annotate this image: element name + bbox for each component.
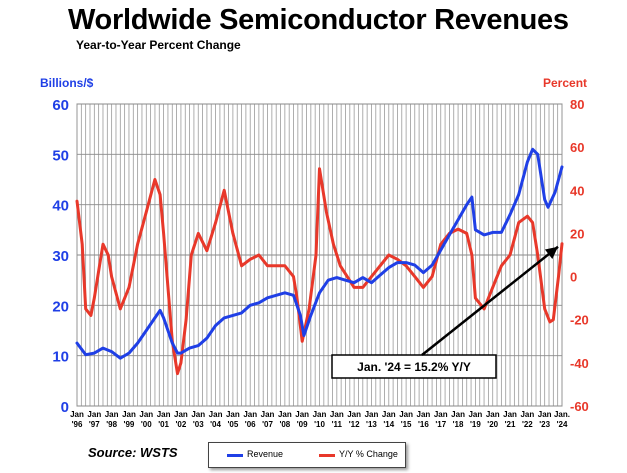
x-tick-label: Jan xyxy=(330,410,344,419)
x-tick-label: Jan xyxy=(87,410,101,419)
x-tick-label: Jan xyxy=(382,410,396,419)
x-tick-label: Jan xyxy=(261,410,275,419)
left-axis-label: Billions/$ xyxy=(40,76,94,90)
x-tick-label: Jan xyxy=(538,410,552,419)
x-tick-label: Jan xyxy=(295,410,309,419)
x-tick-label: Jan xyxy=(157,410,171,419)
right-tick-label: 0 xyxy=(570,270,577,285)
source-note: Source: WSTS xyxy=(88,445,178,460)
annotation-arrow xyxy=(421,245,559,356)
x-tick-label: Jan xyxy=(347,410,361,419)
x-tick-label: Jan xyxy=(503,410,517,419)
left-tick-label: 60 xyxy=(52,97,69,114)
x-tick-label: Jan xyxy=(122,410,136,419)
x-tick-label: Jan xyxy=(139,410,153,419)
chart-subtitle: Year-to-Year Percent Change xyxy=(76,38,241,52)
right-tick-label: -40 xyxy=(570,356,589,371)
x-tick-label: Jan xyxy=(105,410,119,419)
x-tick-label: '20 xyxy=(487,420,498,429)
right-tick-label: -20 xyxy=(570,313,589,328)
x-tick-label: '99 xyxy=(124,420,135,429)
x-tick-label: '97 xyxy=(89,420,100,429)
x-tick-label: Jan xyxy=(313,410,327,419)
x-tick-label: '09 xyxy=(297,420,308,429)
x-tick-label: Jan xyxy=(191,410,205,419)
annotation-arrowhead xyxy=(544,246,558,259)
x-tick-label: '18 xyxy=(453,420,464,429)
x-tick-label: Jan xyxy=(174,410,188,419)
x-tick-label: '05 xyxy=(227,420,238,429)
x-tick-label: '04 xyxy=(210,420,221,429)
x-tick-label: '24 xyxy=(557,420,568,429)
right-tick-label: 60 xyxy=(570,140,584,155)
x-tick-label: '07 xyxy=(262,420,273,429)
legend-change-swatch xyxy=(319,454,335,457)
left-tick-label: 20 xyxy=(52,298,69,315)
x-tick-label: Jan xyxy=(226,410,240,419)
x-tick-label: Jan. xyxy=(554,410,570,419)
x-tick-label: '16 xyxy=(418,420,429,429)
legend-revenue-swatch xyxy=(227,454,243,457)
left-tick-label: 10 xyxy=(52,349,69,366)
annotation-box xyxy=(331,354,497,379)
x-tick-label: '10 xyxy=(314,420,325,429)
x-tick-label: Jan xyxy=(468,410,482,419)
x-tick-label: '23 xyxy=(539,420,550,429)
x-tick-label: '22 xyxy=(522,420,533,429)
left-tick-label: 40 xyxy=(52,198,69,215)
x-tick-label: Jan xyxy=(520,410,534,419)
x-tick-label: '15 xyxy=(401,420,412,429)
x-tick-label: Jan xyxy=(451,410,465,419)
right-axis-label: Percent xyxy=(543,76,588,90)
chart-title: Worldwide Semiconductor Revenues xyxy=(68,4,569,36)
x-tick-label: '14 xyxy=(383,420,394,429)
x-tick-label: Jan xyxy=(243,410,257,419)
legend-change-label: Y/Y % Change xyxy=(339,449,398,459)
x-tick-label: Jan xyxy=(209,410,223,419)
x-tick-label: '06 xyxy=(245,420,256,429)
x-tick-label: Jan xyxy=(365,410,379,419)
x-tick-label: '00 xyxy=(141,420,152,429)
x-tick-label: Jan xyxy=(278,410,292,419)
x-tick-label: Jan xyxy=(70,410,84,419)
legend-revenue-label: Revenue xyxy=(247,449,284,459)
annotation-text: Jan. '24 = 15.2% Y/Y xyxy=(357,360,471,374)
right-tick-label: 40 xyxy=(570,183,584,198)
x-tick-label: '08 xyxy=(279,420,290,429)
x-tick-label: Jan xyxy=(434,410,448,419)
x-tick-label: '11 xyxy=(332,420,343,429)
x-tick-label: Jan xyxy=(417,410,431,419)
right-tick-label: 80 xyxy=(570,97,584,112)
right-tick-label: -60 xyxy=(570,399,589,414)
x-tick-label: '21 xyxy=(505,420,516,429)
revenue-line xyxy=(75,147,564,360)
left-tick-label: 0 xyxy=(61,399,69,416)
legend: Revenue Y/Y % Change xyxy=(208,442,406,468)
x-tick-label: '17 xyxy=(435,420,446,429)
x-tick-label: Jan xyxy=(399,410,413,419)
x-tick-label: '03 xyxy=(193,420,204,429)
x-tick-label: '98 xyxy=(106,420,117,429)
x-tick-label: Jan xyxy=(486,410,500,419)
x-tick-label: '19 xyxy=(470,420,481,429)
x-tick-label: '12 xyxy=(349,420,360,429)
x-tick-label: '02 xyxy=(176,420,187,429)
x-tick-label: '13 xyxy=(366,420,377,429)
x-tick-label: '96 xyxy=(72,420,83,429)
left-tick-label: 50 xyxy=(52,147,69,164)
x-tick-label: '01 xyxy=(158,420,169,429)
right-tick-label: 20 xyxy=(570,226,584,241)
left-tick-label: 30 xyxy=(52,248,69,265)
